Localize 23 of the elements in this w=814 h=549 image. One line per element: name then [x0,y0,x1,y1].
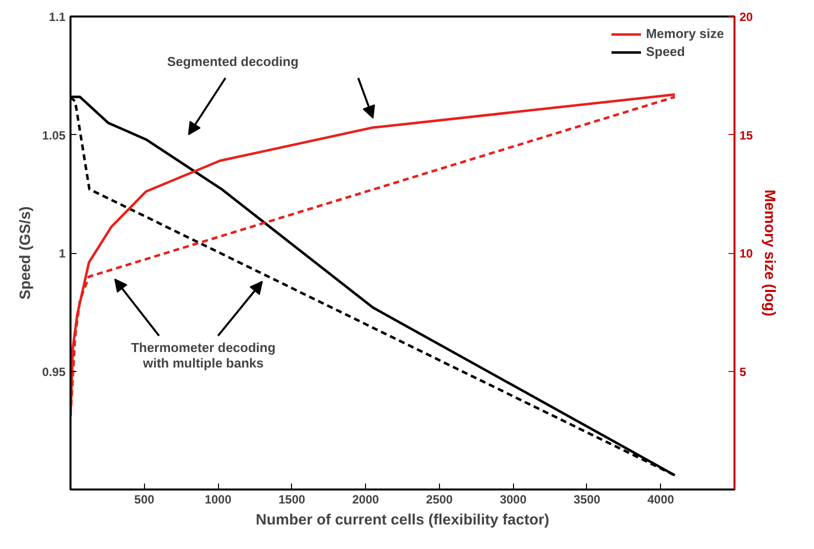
x-tick-label: 3500 [574,492,601,506]
y2-tick-label: 20 [740,10,754,24]
annotation: Segmented decoding [167,54,299,69]
x-axis-title: Number of current cells (flexibility factor) [256,512,550,528]
y2-tick-label: 15 [740,128,754,142]
x-tick-label: 1500 [278,492,306,506]
x-tick-label: 1000 [204,492,232,506]
x-tick-label: 4000 [647,492,674,506]
legend-label: Speed [646,44,685,59]
x-tick-label: 3000 [500,492,527,506]
y-axis-title: Speed (GS/s) [17,206,34,300]
y-tick-label: 1 [58,246,66,260]
annotation: Thermometer decoding with multiple banks [131,340,276,370]
y2-tick-label: 10 [740,246,754,260]
y-tick-label: 1.1 [48,10,66,24]
x-tick-label: 2500 [426,492,454,506]
x-tick-label: 500 [134,492,155,506]
legend-label: Memory size [646,26,724,41]
y2-axis-title: Memory size (log) [760,190,778,316]
x-tick-label: 2000 [352,492,380,506]
y2-tick-label: 5 [740,364,746,379]
y-tick-label: 0.95 [42,364,66,379]
y-tick-label: 1.05 [42,128,66,142]
